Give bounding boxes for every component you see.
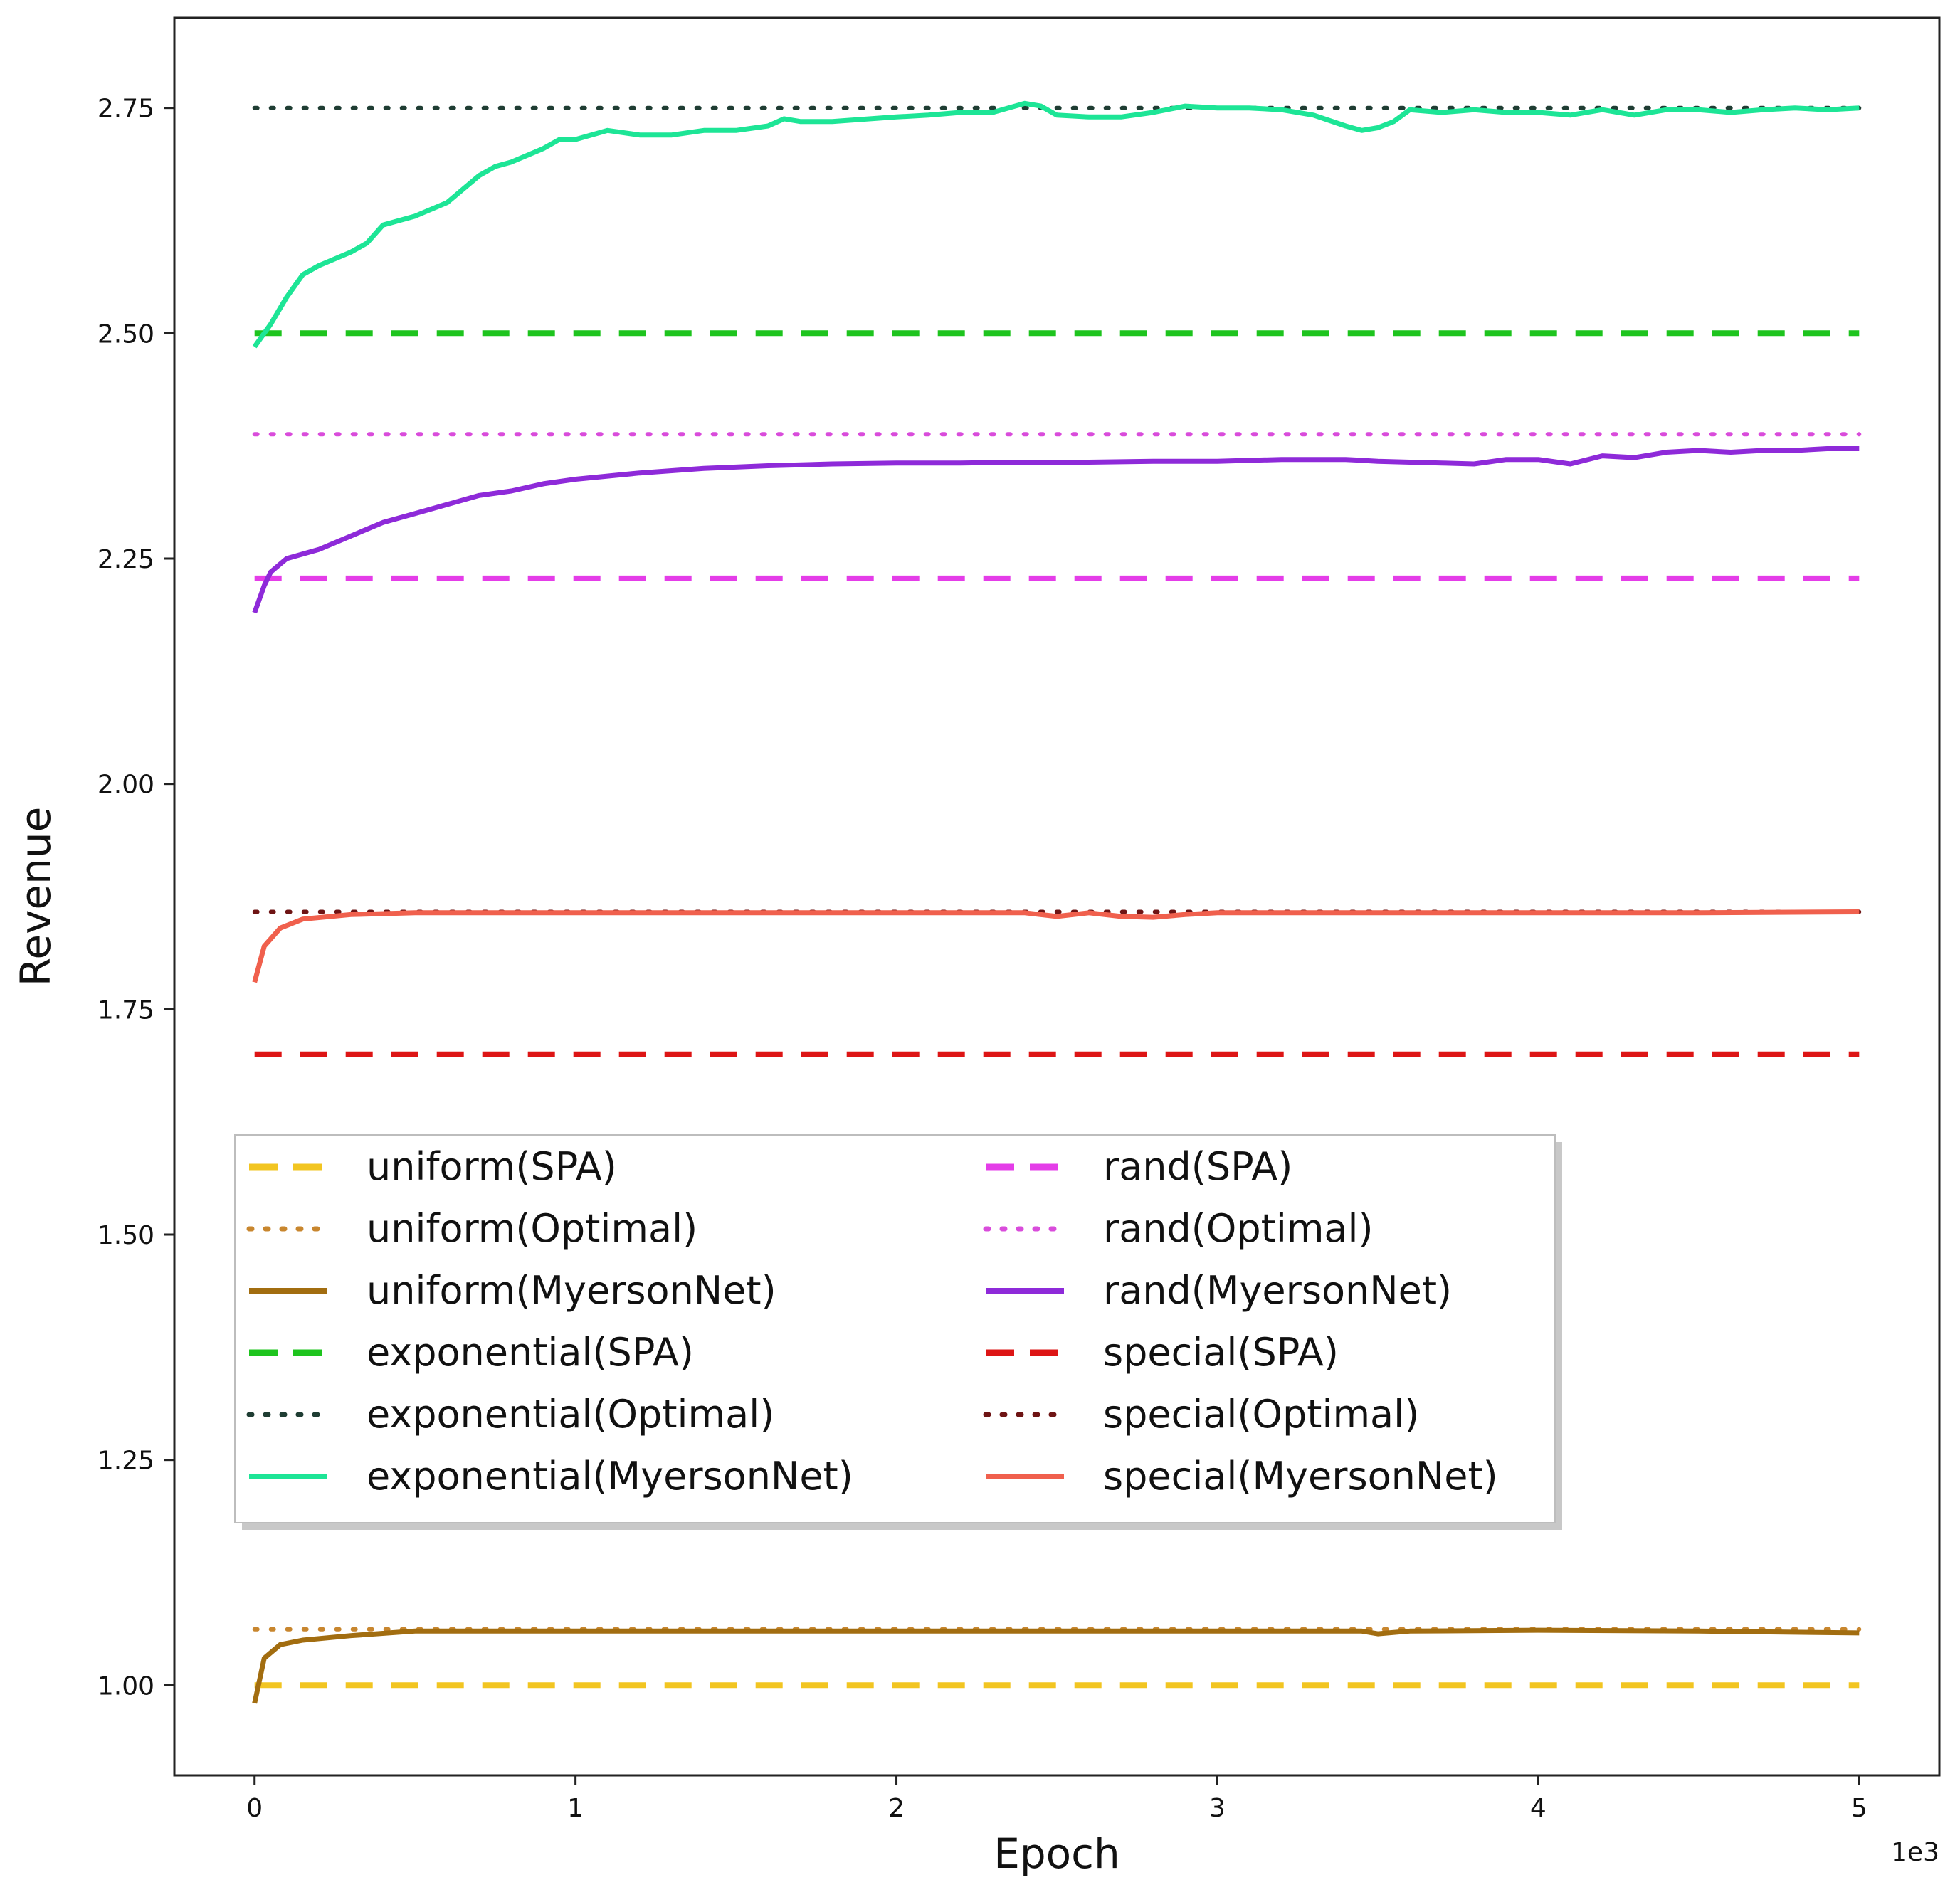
- y-axis-label: Revenue: [11, 807, 60, 987]
- legend-label: uniform(SPA): [367, 1144, 617, 1189]
- legend: uniform(SPA) uniform(Optimal) uniform(Myer…: [234, 1134, 1562, 1530]
- y-tick-label: 2.00: [98, 771, 154, 800]
- x-tick-label: 4: [1530, 1794, 1547, 1823]
- legend-label: special(MyersonNet): [1103, 1454, 1498, 1499]
- legend-label: uniform(Optimal): [367, 1206, 697, 1251]
- plot-frame: [173, 16, 1941, 1777]
- legend-label: rand(SPA): [1103, 1144, 1292, 1189]
- y-tick-label: 2.75: [98, 95, 154, 124]
- y-tick-label: 1.75: [98, 995, 154, 1025]
- y-tick-label: 2.25: [98, 545, 154, 574]
- y-axis: 1.00 1.25 1.50 1.75 2.00 2.25 2.50 2.75: [98, 95, 174, 1701]
- x-tick-label: 0: [246, 1794, 263, 1823]
- legend-label: exponential(Optimal): [367, 1392, 774, 1437]
- series-layer: [252, 100, 1862, 1704]
- series-exponential-myersonnet: [252, 100, 1860, 349]
- y-tick-label: 1.25: [98, 1447, 154, 1476]
- y-tick-label: 1.00: [98, 1671, 154, 1701]
- series-uniform-myersonnet: [252, 1627, 1860, 1704]
- y-tick-label: 2.50: [98, 319, 154, 349]
- y-tick-label: 1.50: [98, 1221, 154, 1250]
- x-axis: 0 1 2 3 4 5: [246, 1775, 1867, 1823]
- x-tick-label: 3: [1209, 1794, 1226, 1823]
- legend-label: rand(Optimal): [1103, 1206, 1374, 1251]
- series-special-myersonnet: [252, 909, 1860, 983]
- legend-label: uniform(MyersonNet): [367, 1268, 776, 1313]
- legend-box: [234, 1134, 1556, 1523]
- legend-label: special(Optimal): [1103, 1392, 1419, 1437]
- legend-label: exponential(MyersonNet): [367, 1454, 853, 1499]
- x-tick-label: 1: [567, 1794, 584, 1823]
- legend-label: exponential(SPA): [367, 1330, 694, 1375]
- x-axis-offset-label: 1e3: [1891, 1838, 1939, 1867]
- legend-label: rand(MyersonNet): [1103, 1268, 1452, 1313]
- series-rand-myersonnet: [252, 446, 1860, 614]
- legend-label: special(SPA): [1103, 1330, 1339, 1375]
- x-tick-label: 2: [888, 1794, 905, 1823]
- x-axis-label: Epoch: [994, 1829, 1120, 1878]
- x-tick-label: 5: [1851, 1794, 1867, 1823]
